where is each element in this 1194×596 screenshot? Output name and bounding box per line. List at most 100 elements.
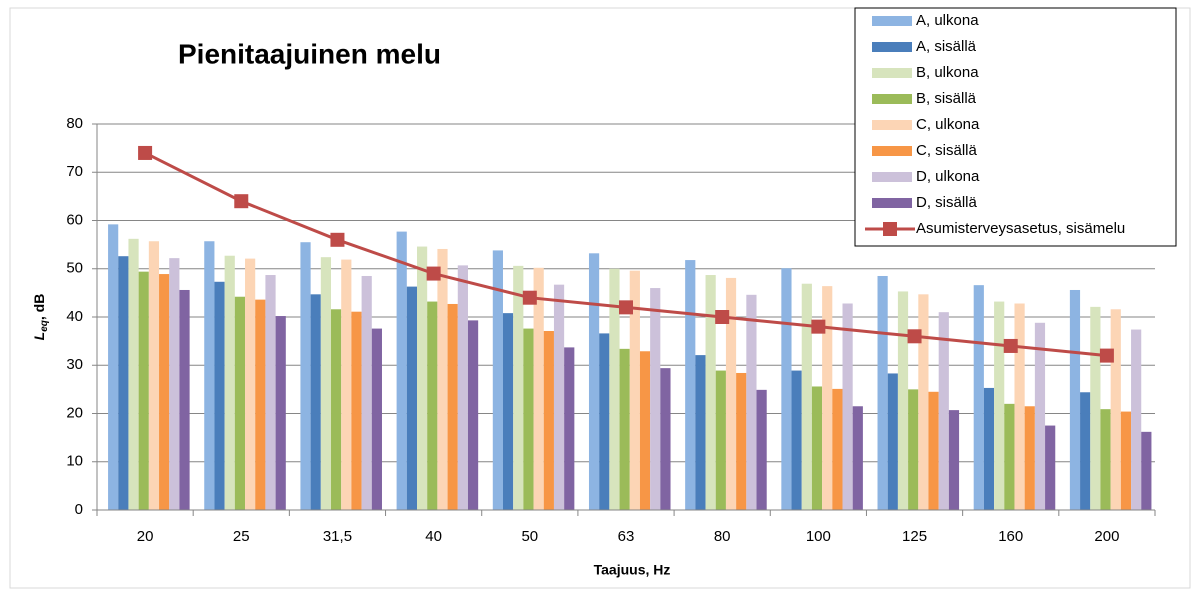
marker [1003,338,1018,353]
legend-swatch [883,222,897,236]
bar [1131,329,1142,510]
y-tick-label: 60 [66,211,83,228]
y-tick-label: 30 [66,356,83,373]
bar [801,283,812,510]
y-axis-subscript: eq [39,320,50,332]
x-tick-label: 20 [137,528,154,545]
marker [619,300,633,315]
bar [781,268,792,510]
y-tick-label: 50 [66,260,83,277]
bar [416,246,428,510]
bar [938,312,949,510]
bar [108,224,119,511]
legend-label: Asumisterveysasetus, sisämelu [916,220,1125,237]
x-axis-title: Taajuus, Hz [594,562,671,578]
bar [897,291,909,510]
legend-swatch [872,42,912,52]
bar [1080,392,1091,510]
legend-label: B, ulkona [916,64,979,81]
y-axis-symbol: L [31,332,47,341]
marker [811,319,826,334]
bar [948,410,960,510]
legend-swatch [872,198,912,208]
bar [1141,431,1152,510]
x-tick-label: 31,5 [323,528,352,545]
legend-swatch [872,68,912,78]
marker [522,290,537,305]
bar [447,303,458,510]
x-tick-label: 63 [618,528,635,545]
bar [705,275,716,510]
marker [330,232,345,247]
legend-label: D, sisällä [916,194,978,211]
bar [1024,406,1035,510]
bar [746,294,757,510]
bar [265,275,276,510]
bar [1004,403,1015,510]
bar [275,316,286,510]
bar [629,270,640,510]
bar [1069,289,1081,510]
legend-label: C, sisällä [916,142,978,159]
bar [204,241,215,510]
bar [457,265,468,510]
legend-label: A, ulkona [916,12,979,29]
legend-swatch [872,172,912,182]
marker [907,329,922,344]
bar [320,257,332,510]
legend-label: B, sisällä [916,90,977,107]
bar [331,309,342,510]
bar [1045,425,1056,510]
bar [169,258,180,510]
y-tick-label: 10 [66,453,83,470]
bar [234,296,246,510]
legend-swatch [872,120,912,130]
bar [1110,309,1121,510]
bar [245,258,256,510]
marker [1099,348,1114,363]
bar [1014,303,1025,510]
bar [351,311,362,510]
bar [588,253,600,510]
bar [255,299,266,510]
bar [513,265,524,510]
x-tick-label: 25 [233,528,250,545]
bar [832,388,843,510]
bar [639,351,651,510]
bar [736,372,747,510]
bar [619,348,630,510]
bar [1100,409,1111,510]
bar [310,294,321,510]
marker [426,266,441,281]
bar [811,386,823,510]
bar [877,275,888,510]
bar [973,285,984,510]
x-tick-label: 40 [425,528,442,545]
bar [599,333,610,510]
marker [138,145,153,160]
legend-label: A, sisällä [916,38,977,55]
bar [138,271,149,510]
x-tick-label: 100 [806,528,831,545]
bar [842,303,853,510]
legend-swatch [872,146,912,156]
bar [756,389,767,510]
y-tick-label: 70 [66,163,83,180]
bar [179,289,190,510]
bar [908,389,919,510]
chart-title: Pienitaajuinen melu [178,38,441,69]
bar [609,268,620,510]
x-tick-label: 200 [1094,528,1119,545]
bar [371,328,382,510]
bar [983,387,995,510]
y-axis-unit: , dB [31,294,47,320]
bar [406,286,417,510]
marker [234,194,249,209]
bar [543,330,554,510]
bar [887,373,898,510]
bar [159,274,170,510]
bar [994,301,1005,510]
bar [725,277,737,510]
bar [523,328,534,510]
